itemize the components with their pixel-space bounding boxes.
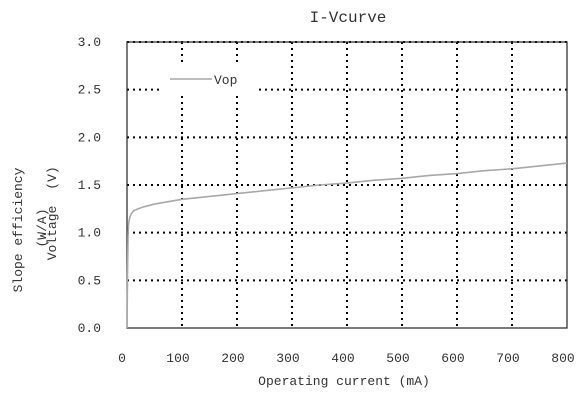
x-tick-label-5: 500 [386, 351, 409, 366]
x-tick-label-6: 600 [441, 351, 464, 366]
legend-label-vop: Vop [214, 73, 237, 88]
x-tick-label-3: 300 [276, 351, 299, 366]
y-tick-label-3: 1.5 [78, 178, 101, 193]
y-tick-labels: 0.0 0.5 1.0 1.5 2.0 2.5 3.0 [78, 35, 101, 336]
x-tick-label-2: 200 [221, 351, 244, 366]
y-tick-label-6: 3.0 [78, 35, 101, 50]
x-axis-label: Operating current (mA) [258, 374, 430, 389]
series-line-vop [126, 162, 568, 329]
x-tick-label-0: 0 [118, 351, 126, 366]
x-tick-label-4: 400 [331, 351, 354, 366]
y-tick-label-2: 1.0 [78, 226, 101, 241]
y-axis-label-outer-unit: (W/A) [35, 208, 50, 247]
y-axis-label-inner-unit: (V) [45, 166, 60, 189]
y-tick-label-0: 0.0 [78, 321, 101, 336]
y-tick-label-1: 0.5 [78, 273, 101, 288]
x-tick-labels: 0 100 200 300 400 500 600 700 800 [118, 351, 575, 366]
y-tick-label-4: 2.0 [78, 130, 101, 145]
legend: Vop [160, 66, 258, 92]
y-axis-label-inner: Voltage [45, 206, 60, 261]
x-tick-label-8: 800 [551, 351, 574, 366]
chart-title: I-Vcurve [310, 9, 387, 27]
y-axis-label-outer: Slope efficiency [11, 167, 26, 292]
y-tick-label-5: 2.5 [78, 83, 101, 98]
x-tick-label-7: 700 [496, 351, 519, 366]
plot-frame [126, 41, 568, 329]
x-tick-label-1: 100 [166, 351, 189, 366]
